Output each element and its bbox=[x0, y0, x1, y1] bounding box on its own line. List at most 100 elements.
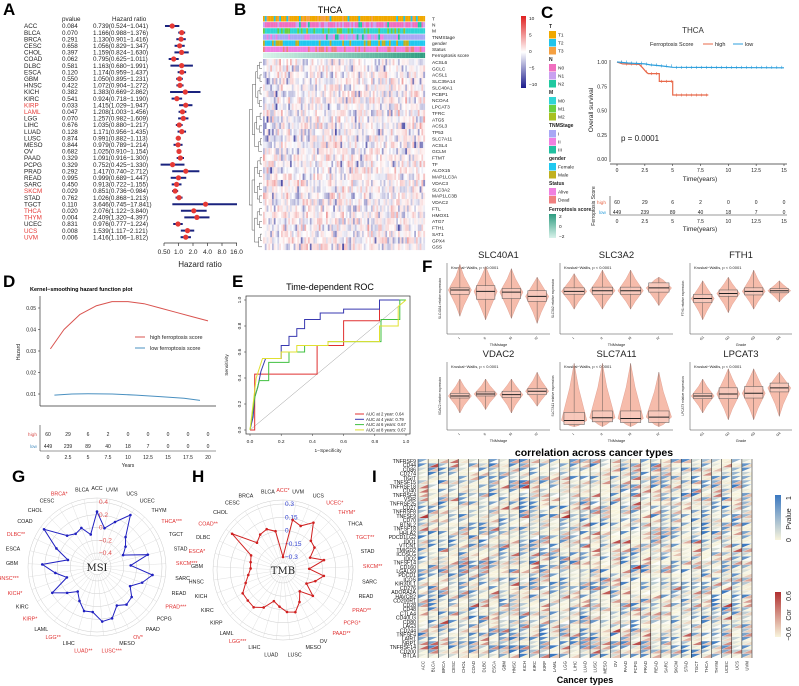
expression-cell bbox=[367, 97, 370, 104]
expression-cell bbox=[405, 103, 408, 111]
expression-cell bbox=[349, 192, 352, 200]
annotation-cell bbox=[358, 16, 361, 22]
annotation-cell bbox=[360, 28, 363, 34]
expression-cell bbox=[423, 116, 426, 123]
cancer-type-label: LUSC bbox=[24, 135, 41, 142]
expression-cell bbox=[419, 173, 422, 181]
expression-cell bbox=[335, 71, 337, 79]
expression-cell bbox=[273, 71, 276, 79]
expression-cell bbox=[408, 90, 411, 98]
expression-cell bbox=[410, 109, 413, 117]
expression-cell bbox=[327, 84, 330, 91]
expression-cell bbox=[365, 84, 368, 91]
expression-cell bbox=[410, 192, 413, 200]
expression-cell bbox=[394, 186, 397, 193]
expression-cell bbox=[354, 116, 357, 123]
expression-cell bbox=[367, 122, 370, 130]
expression-cell bbox=[309, 224, 312, 231]
expression-cell bbox=[308, 103, 310, 111]
annotation-cell bbox=[313, 22, 316, 28]
expression-cell bbox=[367, 218, 370, 225]
expression-cell bbox=[272, 237, 274, 244]
expression-cell bbox=[306, 179, 309, 187]
annotation-cell bbox=[302, 40, 305, 46]
expression-cell bbox=[410, 186, 413, 193]
expression-cell bbox=[291, 97, 294, 104]
expression-cell bbox=[326, 148, 328, 155]
expression-cell bbox=[313, 65, 316, 72]
expression-cell bbox=[282, 129, 285, 136]
expression-cell bbox=[311, 122, 314, 130]
expression-cell bbox=[268, 129, 271, 136]
expression-cell bbox=[282, 116, 285, 123]
expression-cell bbox=[333, 59, 336, 66]
annotation-cell bbox=[293, 52, 296, 59]
annotation-cell bbox=[349, 40, 352, 46]
expression-cell bbox=[297, 141, 300, 149]
x-axis-label: TNMstage bbox=[490, 439, 508, 443]
hazard-ratio-point bbox=[183, 168, 189, 174]
legend-swatch bbox=[549, 138, 556, 146]
annotation-cell bbox=[410, 46, 413, 52]
expression-cell bbox=[279, 103, 282, 111]
legend-item-label: M2 bbox=[558, 115, 565, 121]
expression-cell bbox=[363, 154, 366, 161]
expression-cell bbox=[282, 192, 285, 200]
expression-cell bbox=[417, 237, 420, 244]
expression-cell bbox=[324, 122, 327, 130]
expression-cell bbox=[360, 84, 363, 91]
expression-cell bbox=[302, 141, 305, 149]
expression-cell bbox=[405, 167, 408, 174]
expression-cell bbox=[363, 199, 366, 206]
grid-spoke bbox=[289, 572, 350, 594]
expression-cell bbox=[268, 154, 271, 161]
risk-count: 449 bbox=[613, 210, 622, 216]
expression-cell bbox=[398, 65, 400, 72]
expression-cell bbox=[288, 109, 291, 117]
expression-cell bbox=[351, 109, 354, 117]
expression-cell bbox=[389, 116, 391, 123]
p-value-annotation: p = 0.0001 bbox=[621, 134, 660, 143]
expression-cell bbox=[326, 135, 328, 142]
expression-cell bbox=[381, 230, 384, 238]
expression-cell bbox=[275, 224, 278, 231]
expression-cell bbox=[399, 135, 402, 142]
expression-cell bbox=[340, 243, 343, 251]
expression-cell bbox=[281, 205, 283, 212]
expression-cell bbox=[306, 129, 309, 136]
expression-cell bbox=[383, 129, 386, 136]
expression-cell bbox=[381, 199, 384, 206]
expression-cell bbox=[374, 160, 377, 168]
expression-cell bbox=[327, 243, 330, 251]
annotation-cell bbox=[282, 22, 285, 28]
expression-cell bbox=[279, 141, 282, 149]
expression-cell bbox=[347, 237, 350, 244]
expression-cell bbox=[367, 179, 370, 187]
expression-cell bbox=[378, 65, 381, 72]
expression-cell bbox=[275, 141, 278, 149]
annotation-cell bbox=[308, 22, 310, 28]
expression-cell bbox=[372, 186, 375, 193]
expression-cell bbox=[336, 65, 339, 72]
expression-cell bbox=[380, 109, 382, 117]
expression-cell bbox=[329, 148, 332, 155]
expression-cell bbox=[340, 122, 343, 130]
expression-cell bbox=[414, 154, 417, 161]
annotation-cell bbox=[387, 22, 390, 28]
annotation-cell bbox=[390, 46, 393, 52]
expression-cell bbox=[340, 141, 343, 149]
expression-cell bbox=[315, 103, 318, 111]
expression-cell bbox=[308, 205, 310, 212]
expression-cell bbox=[320, 199, 323, 206]
expression-cell bbox=[381, 243, 384, 251]
radar-axis-label: PAAD** bbox=[332, 631, 350, 637]
expression-cell bbox=[266, 211, 269, 219]
annotation-cell bbox=[290, 46, 292, 52]
annotation-cell bbox=[324, 16, 327, 22]
expression-cell bbox=[317, 179, 319, 187]
annotation-cell bbox=[326, 46, 328, 52]
expression-cell bbox=[423, 122, 426, 130]
expression-cell bbox=[399, 211, 402, 219]
expression-cell bbox=[315, 167, 318, 174]
annotation-cell bbox=[308, 46, 310, 52]
